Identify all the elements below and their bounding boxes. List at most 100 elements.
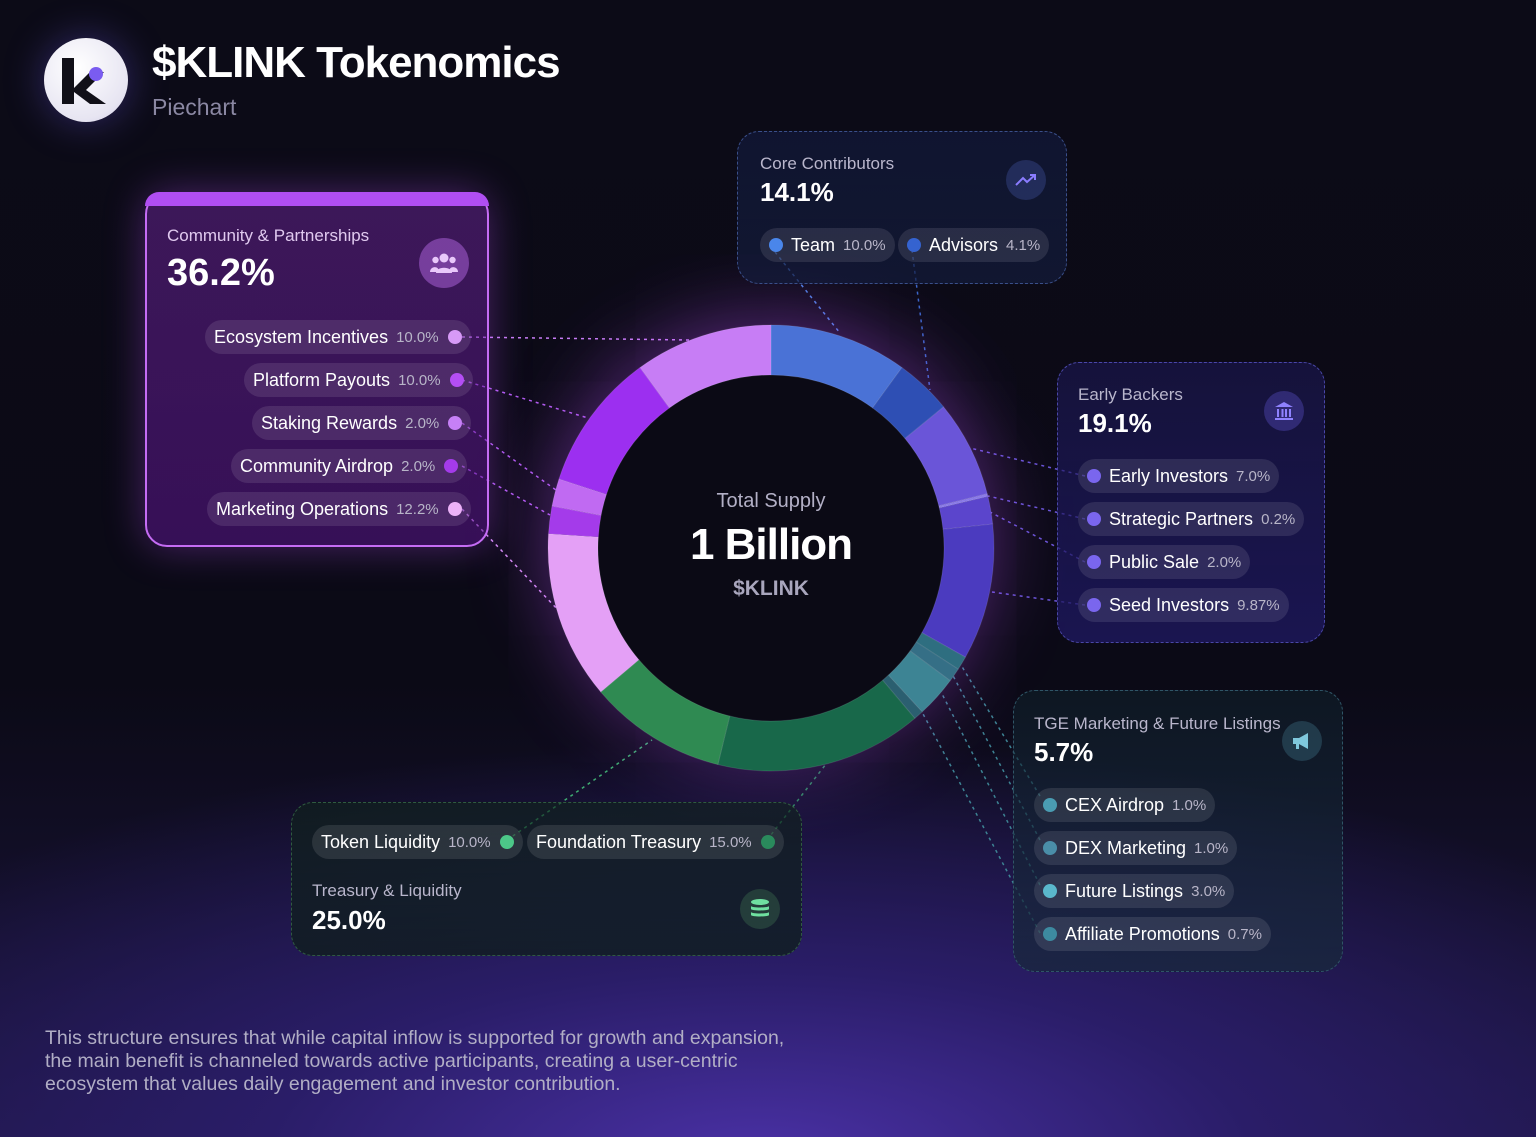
card-percentage: 14.1% xyxy=(760,177,834,207)
legend-community-airdrop: Community Airdrop 2.0% xyxy=(231,449,468,483)
users-icon xyxy=(419,238,469,288)
slice-advisors xyxy=(871,366,945,440)
item-value: 0.7% xyxy=(1227,925,1262,943)
legend-cex-airdrop: CEX Airdrop 1.0% xyxy=(1034,788,1216,822)
legend-dot xyxy=(444,459,459,473)
page-subtitle: Piechart xyxy=(152,94,237,120)
legend-dot xyxy=(1087,598,1101,612)
leader-staking xyxy=(461,422,557,491)
legend-dot xyxy=(1043,798,1057,812)
item-name: Seed Investors xyxy=(1109,594,1230,615)
center-ticker: $KLINK xyxy=(733,577,809,600)
leader-early-investors xyxy=(969,447,1086,477)
item-value: 9.87% xyxy=(1237,596,1280,614)
center-label: Total Supply xyxy=(716,490,826,512)
item-value: 7.0% xyxy=(1236,467,1271,485)
community-partnerships-card: Community & Partnerships 36.2% xyxy=(145,192,489,547)
item-value: 4.1% xyxy=(1006,236,1041,254)
card-label: TGE Marketing & Future Listings xyxy=(1034,714,1281,733)
slice-public-sale xyxy=(938,495,994,530)
card-percentage: 19.1% xyxy=(1078,408,1152,438)
legend-affiliate-promotions: Affiliate Promotions 0.7% xyxy=(1034,917,1271,951)
tge-marketing-card: TGE Marketing & Future Listings 5.7% xyxy=(1013,690,1343,972)
legend-dex-marketing: DEX Marketing 1.0% xyxy=(1034,831,1238,865)
item-name: Marketing Operations xyxy=(216,498,389,519)
item-value: 1.0% xyxy=(1194,839,1229,857)
slice-dex-marketing xyxy=(909,641,959,682)
slice-cex-airdrop xyxy=(915,632,967,670)
footer-note: This structure ensures that while capita… xyxy=(45,1027,785,1095)
card-percentage: 5.7% xyxy=(1034,737,1094,767)
item-name: Public Sale xyxy=(1109,551,1200,572)
legend-dot xyxy=(1087,512,1101,526)
slice-team xyxy=(770,324,903,409)
card-percentage: 36.2% xyxy=(167,252,275,294)
item-value: 15.0% xyxy=(709,833,752,851)
leader-cex xyxy=(957,659,1041,797)
legend-token-liquidity: Token Liquidity 10.0% xyxy=(312,825,523,859)
legend-platform-payouts: Platform Payouts 10.0% xyxy=(244,363,473,397)
item-name: Community Airdrop xyxy=(240,455,394,476)
legend-dot xyxy=(1043,927,1057,941)
card-accent-bar xyxy=(145,192,489,206)
legend-dot xyxy=(907,238,921,252)
trend-up-icon xyxy=(1006,160,1046,200)
item-name: Token Liquidity xyxy=(321,831,441,852)
card-label: Community & Partnerships xyxy=(167,226,370,245)
legend-advisors: Advisors 4.1% xyxy=(898,228,1050,262)
item-value: 2.0% xyxy=(405,414,440,432)
treasury-liquidity-card: Treasury & Liquidity 25.0% xyxy=(291,802,802,956)
item-value: 10.0% xyxy=(448,833,491,851)
megaphone-icon xyxy=(1282,721,1322,761)
legend-foundation-treasury: Foundation Treasury 15.0% xyxy=(527,825,784,859)
item-value: 0.2% xyxy=(1261,510,1296,528)
item-value: 1.0% xyxy=(1172,796,1207,814)
page-title: $KLINK Tokenomics xyxy=(152,38,561,87)
item-name: Foundation Treasury xyxy=(536,831,702,852)
legend-dot xyxy=(1043,884,1057,898)
core-contributors-card: Core Contributors 14.1% xyxy=(737,131,1067,284)
item-name: Ecosystem Incentives xyxy=(214,326,389,347)
legend-future-listings: Future Listings 3.0% xyxy=(1034,874,1235,908)
coins-icon xyxy=(740,889,780,929)
legend-dot xyxy=(447,330,462,344)
legend-dot xyxy=(760,835,775,849)
card-label: Treasury & Liquidity xyxy=(312,881,462,900)
slice-foundation-treasury xyxy=(717,679,916,772)
legend-strategic-partners: Strategic Partners 0.2% xyxy=(1078,502,1305,536)
item-name: Affiliate Promotions xyxy=(1065,923,1220,944)
item-value: 2.0% xyxy=(401,457,436,475)
donut-chart xyxy=(547,324,995,772)
klink-logo xyxy=(44,38,128,122)
item-value: 2.0% xyxy=(1207,553,1242,571)
item-name: Early Investors xyxy=(1109,465,1229,486)
legend-dot xyxy=(448,416,463,430)
item-name: Team xyxy=(791,234,836,255)
early-backers-card: Early Backers 19.1% xyxy=(1057,362,1325,643)
item-value: 10.0% xyxy=(843,236,886,254)
legend-dot xyxy=(769,238,783,252)
card-label: Core Contributors xyxy=(760,154,895,173)
slice-affiliate-promotions xyxy=(881,674,923,720)
card-label: Early Backers xyxy=(1078,385,1183,404)
legend-dot xyxy=(449,373,464,387)
item-name: CEX Airdrop xyxy=(1065,794,1165,815)
legend-public-sale: Public Sale 2.0% xyxy=(1078,545,1251,579)
leader-ecosystem xyxy=(461,336,691,341)
item-name: Staking Rewards xyxy=(261,412,398,433)
item-value: 12.2% xyxy=(396,500,439,518)
legend-team: Team 10.0% xyxy=(760,228,895,262)
legend-early-investors: Early Investors 7.0% xyxy=(1078,459,1280,493)
item-name: Future Listings xyxy=(1065,880,1184,901)
slice-token-liquidity xyxy=(600,659,731,766)
leader-team xyxy=(774,251,841,334)
donut-hole xyxy=(599,376,943,720)
legend-dot xyxy=(447,502,462,516)
legend-dot xyxy=(1087,469,1101,483)
legend-staking-rewards: Staking Rewards 2.0% xyxy=(252,406,472,440)
item-name: Platform Payouts xyxy=(253,369,391,390)
legend-marketing-operations: Marketing Operations 12.2% xyxy=(207,492,471,526)
legend-dot xyxy=(1043,841,1057,855)
slice-ecosystem-incentives xyxy=(639,324,772,409)
slice-community-airdrop xyxy=(547,505,602,538)
